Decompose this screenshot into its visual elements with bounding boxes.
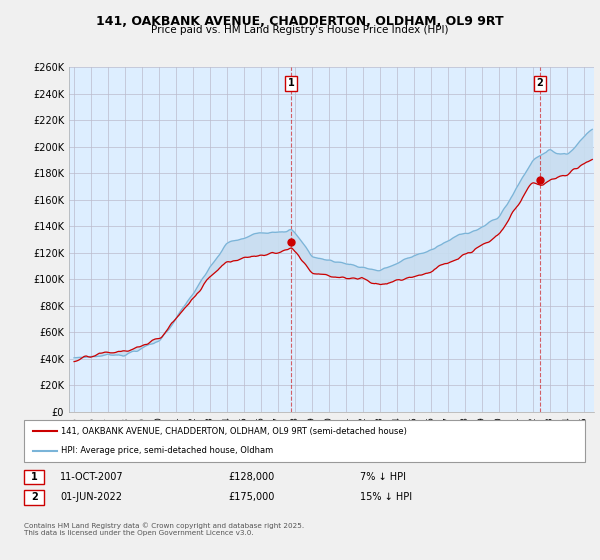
Text: £128,000: £128,000	[228, 472, 274, 482]
Text: 7% ↓ HPI: 7% ↓ HPI	[360, 472, 406, 482]
Text: 2: 2	[31, 492, 38, 502]
Text: Price paid vs. HM Land Registry's House Price Index (HPI): Price paid vs. HM Land Registry's House …	[151, 25, 449, 35]
Text: 1: 1	[31, 472, 38, 482]
Text: 11-OCT-2007: 11-OCT-2007	[60, 472, 124, 482]
Text: 01-JUN-2022: 01-JUN-2022	[60, 492, 122, 502]
Text: £175,000: £175,000	[228, 492, 274, 502]
Text: 1: 1	[288, 78, 295, 88]
Text: 141, OAKBANK AVENUE, CHADDERTON, OLDHAM, OL9 9RT: 141, OAKBANK AVENUE, CHADDERTON, OLDHAM,…	[96, 15, 504, 28]
Text: 15% ↓ HPI: 15% ↓ HPI	[360, 492, 412, 502]
Text: HPI: Average price, semi-detached house, Oldham: HPI: Average price, semi-detached house,…	[61, 446, 274, 455]
Text: 141, OAKBANK AVENUE, CHADDERTON, OLDHAM, OL9 9RT (semi-detached house): 141, OAKBANK AVENUE, CHADDERTON, OLDHAM,…	[61, 427, 407, 436]
Text: Contains HM Land Registry data © Crown copyright and database right 2025.
This d: Contains HM Land Registry data © Crown c…	[24, 522, 304, 535]
Text: 2: 2	[536, 78, 544, 88]
